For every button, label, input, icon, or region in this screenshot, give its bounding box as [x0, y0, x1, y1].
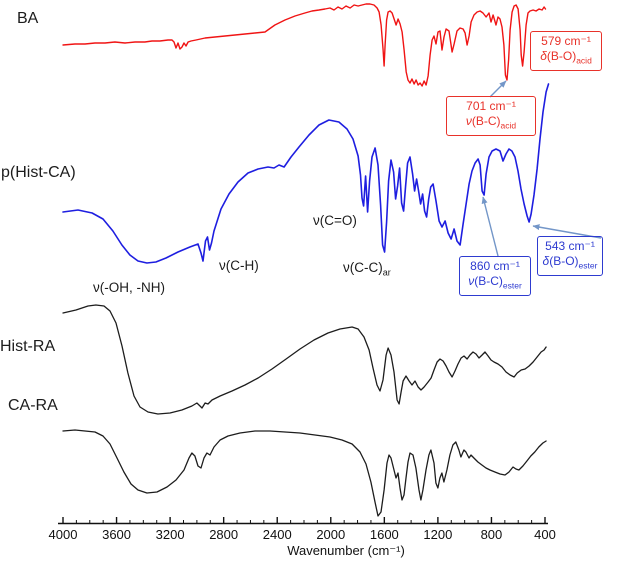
bond-text: (B-C) — [474, 274, 503, 288]
peak-box-579-bo-acid: 579 cm⁻¹ δ(B-O)acid — [530, 31, 602, 72]
spectrum-label-ba: BA — [17, 10, 39, 27]
spectrum-curve-ca-ra — [62, 429, 547, 517]
vibration-symbol: ν — [465, 114, 472, 128]
peak-arrow-0 — [489, 80, 507, 98]
spectrum-label-hist-ra: Hist-RA — [0, 338, 56, 355]
x-tick-label: 2400 — [263, 527, 292, 542]
band-label-text: ν(C-C) — [343, 260, 383, 275]
vibration-symbol: ν — [468, 274, 475, 288]
bond-text: (B-O) — [546, 49, 577, 63]
assignment-sub: ester — [502, 280, 522, 291]
spectrum-curve-ba — [62, 3, 547, 87]
x-tick-label: 400 — [534, 527, 556, 542]
peak-wavenumber: 543 cm⁻¹ — [545, 239, 595, 253]
bond-text: (B-C) — [471, 114, 501, 128]
x-tick-label: 3200 — [156, 527, 185, 542]
x-tick-label: 1600 — [370, 527, 399, 542]
spectrum-label-ca-ra: CA-RA — [8, 397, 58, 414]
x-tick-label: 800 — [481, 527, 503, 542]
peak-wavenumber: 701 cm⁻¹ — [466, 99, 516, 113]
peak-arrow-1 — [481, 196, 499, 257]
spectrum-curve-phist-ca — [62, 83, 550, 264]
spectrum-curve-hist-ra — [62, 304, 547, 415]
peak-assignment: δ(B-O)ester — [542, 254, 598, 273]
band-label-text: ν(-OH, -NH) — [93, 280, 165, 295]
spectrum-label-phist-ca: p(Hist-CA) — [1, 164, 76, 181]
band-label-cc-ar: ν(C-C)ar — [343, 260, 391, 278]
spectra-curves — [62, 3, 550, 517]
band-label-ch: ν(C-H) — [219, 258, 259, 276]
assignment-sub: ester — [578, 260, 598, 271]
peak-assignment: ν(B-C)ester — [464, 274, 526, 293]
bond-text: (B-O) — [549, 254, 579, 268]
x-axis: 4000 3600 3200 2800 2400 2000 1600 1200 800 400 — [49, 517, 556, 542]
assignment-sub: acid — [500, 120, 517, 131]
x-tick-label: 2800 — [209, 527, 238, 542]
x-tick-label: 2000 — [316, 527, 345, 542]
band-label-sub: ar — [382, 267, 391, 278]
peak-box-860-bc-ester: 860 cm⁻¹ ν(B-C)ester — [459, 256, 531, 297]
band-label-text: ν(C-H) — [219, 258, 259, 273]
x-tick-label: 1200 — [423, 527, 452, 542]
x-axis-title: Wavenumber (cm⁻¹) — [287, 543, 405, 558]
x-tick-label: 4000 — [49, 527, 78, 542]
assignment-sub: acid — [576, 55, 592, 66]
peak-box-701-bc-acid: 701 cm⁻¹ ν(B-C)acid — [446, 96, 536, 137]
vibration-symbol: δ — [542, 254, 550, 268]
band-label-text: ν(C=O) — [313, 213, 357, 228]
band-label-oh-nh: ν(-OH, -NH) — [93, 280, 165, 298]
vibration-symbol: δ — [540, 49, 547, 63]
peak-assignment: δ(B-O)acid — [535, 49, 597, 68]
peak-assignment: ν(B-C)acid — [451, 114, 531, 133]
band-label-co: ν(C=O) — [313, 213, 357, 231]
peak-wavenumber: 860 cm⁻¹ — [470, 259, 520, 273]
peak-box-543-bo-ester: 543 cm⁻¹ δ(B-O)ester — [537, 236, 603, 277]
peak-wavenumber: 579 cm⁻¹ — [541, 34, 591, 48]
x-tick-label: 3600 — [102, 527, 131, 542]
